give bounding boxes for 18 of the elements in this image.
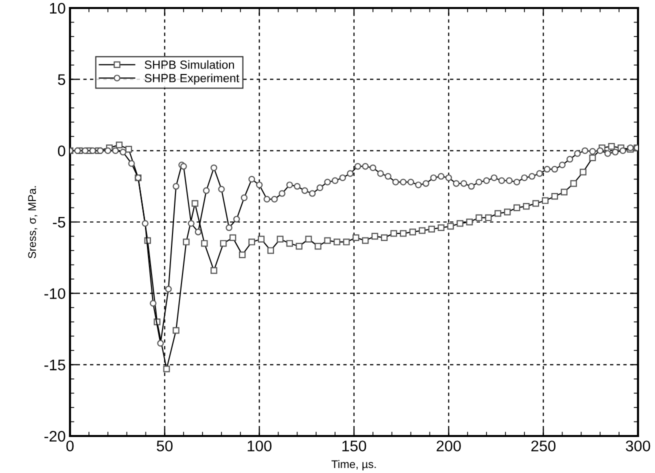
x-tick-label: 50 [156,440,173,452]
legend-label: SHPB Experiment [144,74,240,85]
legend-label: SHPB Simulation [144,60,234,69]
x-tick-label: 150 [342,440,366,452]
x-tick-label: 0 [66,440,74,452]
y-tick-label: -10 [44,288,66,300]
x-tick-label: 100 [248,440,272,452]
y-tick-label: 5 [58,74,66,86]
x-axis-title: Time, µs. [332,460,376,470]
y-tick-label: -20 [44,430,66,442]
y-tick-label: -5 [52,217,66,228]
y-axis-title: Sress, σ, MPa. [28,186,38,258]
y-tick-label: 10 [50,2,66,14]
y-tick-label: -15 [44,360,66,370]
y-tick-label: 0 [58,146,66,156]
x-tick-label: 250 [531,440,556,452]
x-tick-label: 300 [626,440,650,452]
x-tick-label: 200 [436,440,461,452]
